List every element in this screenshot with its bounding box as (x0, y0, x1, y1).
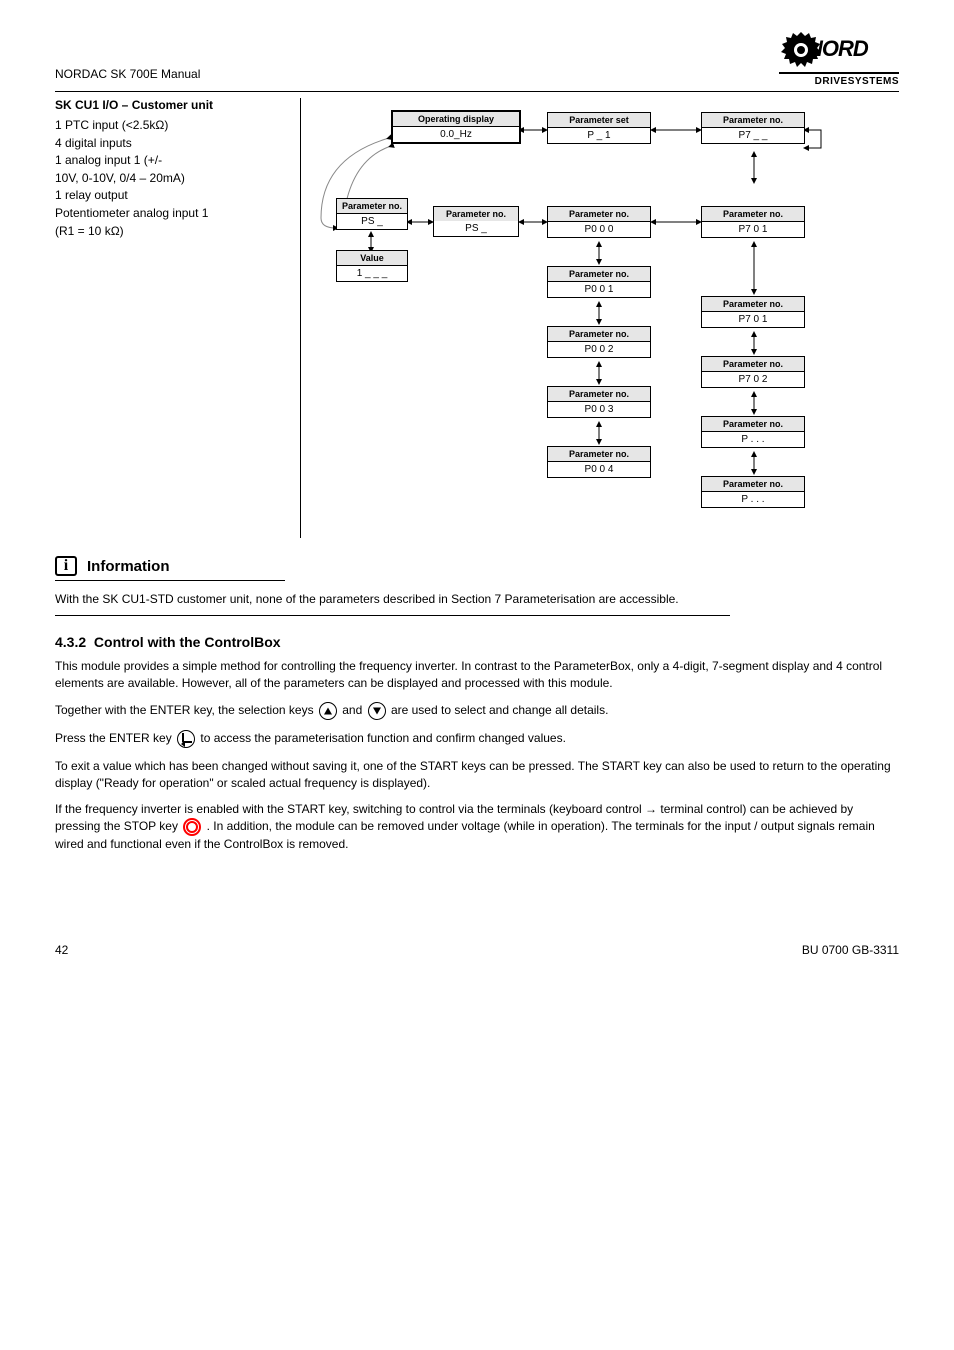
info-divider (55, 615, 730, 616)
down-button-icon (368, 702, 386, 720)
box-p000: Parameter no. P0 0 0 (547, 206, 651, 238)
paragraph: If the frequency inverter is enabled wit… (55, 801, 899, 853)
cu-line: (R1 = 10 kΩ) (55, 224, 290, 240)
menu-tree-diagram: Operating display 0.0_Hz Parameter set P… (300, 98, 899, 538)
info-callout: i Information With the SK CU1-STD custom… (55, 556, 899, 616)
cu-line: 1 relay output (55, 188, 290, 204)
brand-logo: NORD DRIVESYSTEMS (779, 30, 899, 87)
paragraph: Press the ENTER key to access the parame… (55, 730, 899, 748)
box-value: Value 1 _ _ _ (336, 250, 408, 282)
box-p700: Parameter no. P7 _ _ (701, 112, 805, 144)
cu-title: SK CU1 I/O – Customer unit (55, 98, 290, 112)
cu-line: 10V, 0-10V, 0/4 – 20mA) (55, 171, 290, 187)
box-p004: Parameter no. P0 0 4 (547, 446, 651, 478)
box-p003: Parameter no. P0 0 3 (547, 386, 651, 418)
info-body: With the SK CU1-STD customer unit, none … (55, 591, 899, 607)
cu-line: 4 digital inputs (55, 136, 290, 152)
box-ps-pnum: Parameter no. PS _ (336, 198, 408, 230)
stop-button-icon (183, 818, 201, 836)
paragraph: This module provides a simple method for… (55, 658, 899, 692)
section-heading: 4.3.2 Control with the ControlBox (55, 634, 899, 650)
box-p001: Parameter no. P0 0 1 (547, 266, 651, 298)
up-button-icon (319, 702, 337, 720)
page-number: 42 (55, 943, 68, 957)
cu-line: 1 PTC input (<2.5kΩ) (55, 118, 290, 134)
box-operating-display: Operating display 0.0_Hz (391, 110, 521, 144)
header-divider (55, 91, 899, 92)
info-icon: i (55, 556, 77, 576)
box-p701: Parameter no. P7 0 1 (701, 296, 805, 328)
section-body: This module provides a simple method for… (55, 658, 899, 853)
page-footer: 42 BU 0700 GB-3311 (55, 943, 899, 957)
box-p002: Parameter no. P0 0 2 (547, 326, 651, 358)
box-parameter-set: Parameter set P _ 1 (547, 112, 651, 144)
box-p702: Parameter no. P7 0 2 (701, 356, 805, 388)
cu-line: Potentiometer analog input 1 (55, 206, 290, 222)
logo-text: NORD (807, 36, 868, 62)
box-pdots2: Parameter no. P . . . (701, 476, 805, 508)
cu-line: 1 analog input 1 (+/- (55, 153, 290, 169)
paragraph: Together with the ENTER key, the selecti… (55, 702, 899, 720)
info-title: Information (87, 558, 170, 575)
logo-subtext: DRIVESYSTEMS (779, 72, 899, 87)
box-p701-top: Parameter no. P7 0 1 (701, 206, 805, 238)
box-pdots1: Parameter no. P . . . (701, 416, 805, 448)
customer-unit-panel: SK CU1 I/O – Customer unit 1 PTC input (… (55, 98, 300, 538)
box-pnum-repeat: Parameter no. PS _ (433, 206, 519, 237)
paragraph: To exit a value which has been changed w… (55, 758, 899, 792)
doc-title: NORDAC SK 700E Manual (55, 67, 200, 87)
enter-button-icon (177, 730, 195, 748)
doc-code: BU 0700 GB-3311 (802, 943, 899, 957)
